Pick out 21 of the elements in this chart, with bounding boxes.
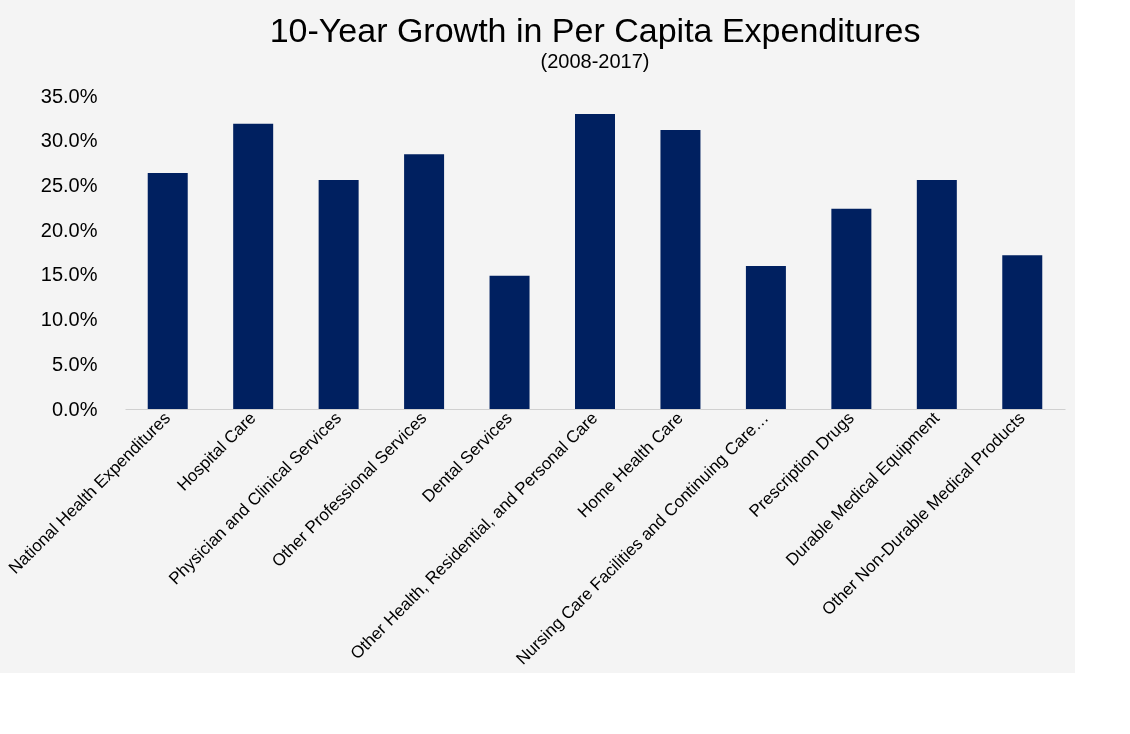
bar — [489, 275, 530, 409]
bar — [404, 154, 445, 409]
bar — [147, 172, 188, 409]
y-tick-label: 10.0% — [40, 308, 98, 331]
chart-subtitle: (2008-2017) — [540, 50, 650, 72]
y-tick-label: 20.0% — [40, 218, 98, 241]
bar — [831, 208, 872, 409]
bar — [1002, 255, 1043, 409]
y-tick-label: 15.0% — [40, 263, 98, 286]
y-tick-label: 35.0% — [40, 84, 98, 107]
bar — [916, 180, 957, 409]
bar — [575, 113, 615, 409]
bar — [745, 265, 786, 409]
y-tick-label: 25.0% — [40, 173, 98, 196]
y-tick-label: 0.0% — [51, 397, 98, 420]
bar — [233, 123, 274, 409]
bar — [318, 180, 359, 409]
y-tick-label: 30.0% — [40, 129, 98, 152]
bar — [660, 129, 701, 409]
chart-title: 10-Year Growth in Per Capita Expenditures — [269, 11, 921, 49]
y-tick-label: 5.0% — [51, 352, 98, 375]
